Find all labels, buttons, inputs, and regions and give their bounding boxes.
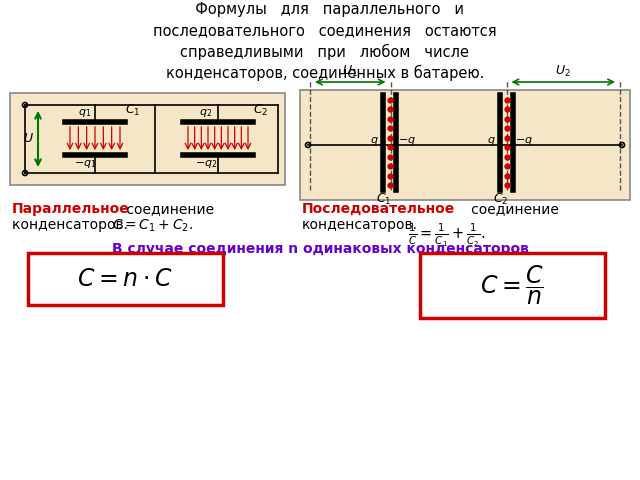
Text: $q_2$: $q_2$ xyxy=(200,107,212,119)
Text: $C = \dfrac{C}{n}$: $C = \dfrac{C}{n}$ xyxy=(480,264,544,307)
Text: $-q$: $-q$ xyxy=(515,135,533,147)
Text: $q$: $q$ xyxy=(371,135,379,147)
Bar xyxy=(420,253,605,318)
Text: конденсаторов.: конденсаторов. xyxy=(12,218,132,232)
Text: конденсаторов.: конденсаторов. xyxy=(302,218,418,232)
Bar xyxy=(28,253,223,305)
Text: $C_2$: $C_2$ xyxy=(493,192,509,207)
Text: $C = C_1 + C_2.$: $C = C_1 + C_2.$ xyxy=(112,218,193,234)
Text: $-q_1$: $-q_1$ xyxy=(74,158,96,170)
Text: $q_1$: $q_1$ xyxy=(78,107,92,119)
Text: Параллельное: Параллельное xyxy=(12,202,130,216)
Text: справедливыми   при   любом   числе: справедливыми при любом числе xyxy=(180,44,470,60)
Text: $U_2$: $U_2$ xyxy=(556,64,571,79)
Bar xyxy=(10,93,285,185)
Text: $\frac{1}{C} = \frac{1}{C_1} + \frac{1}{C_2}.$: $\frac{1}{C} = \frac{1}{C_1} + \frac{1}{… xyxy=(408,222,486,249)
Text: соединение: соединение xyxy=(458,202,559,216)
Text: $C = n \cdot C$: $C = n \cdot C$ xyxy=(77,267,173,291)
Text: Последовательное: Последовательное xyxy=(302,202,455,216)
Text: $C_2$: $C_2$ xyxy=(253,103,269,118)
Text: $U$: $U$ xyxy=(23,132,34,145)
Text: $q$: $q$ xyxy=(487,135,496,147)
Text: $C_1$: $C_1$ xyxy=(376,192,392,207)
Text: $-q$: $-q$ xyxy=(398,135,416,147)
Text: $C_1$: $C_1$ xyxy=(125,103,141,118)
Text: Формулы   для   параллельного   и: Формулы для параллельного и xyxy=(186,2,464,17)
Bar xyxy=(300,90,630,200)
Text: соединение: соединение xyxy=(122,202,214,216)
Text: В случае соединения n одинаковых конденсаторов: В случае соединения n одинаковых конденс… xyxy=(111,242,529,256)
Text: $U_1$: $U_1$ xyxy=(342,64,358,79)
Text: последовательного   соединения   остаются: последовательного соединения остаются xyxy=(153,23,497,38)
Text: конденсаторов, соединенных в батарею.: конденсаторов, соединенных в батарею. xyxy=(166,65,484,81)
Text: $-q_2$: $-q_2$ xyxy=(195,158,217,170)
